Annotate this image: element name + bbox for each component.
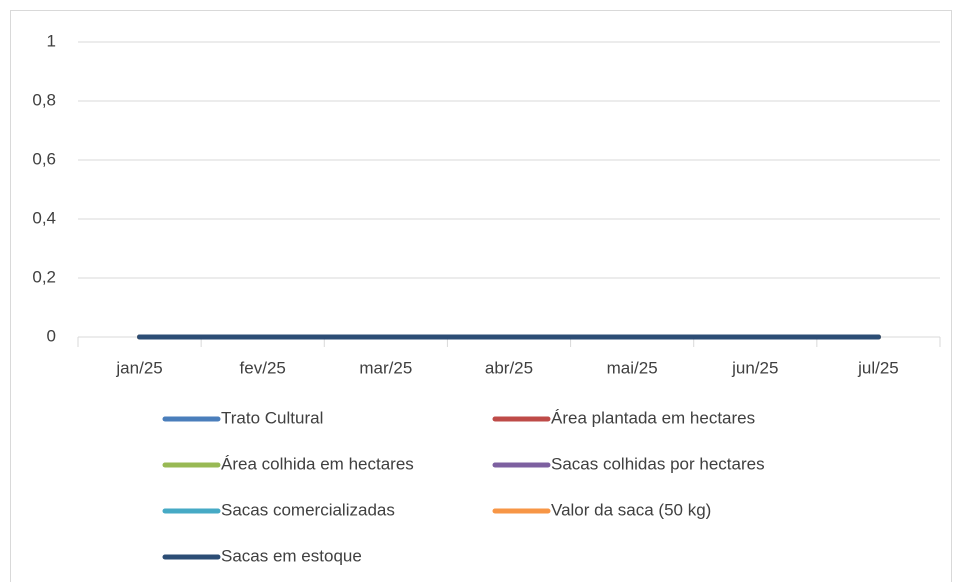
x-tick-label: jan/25: [115, 358, 162, 377]
legend-label: Trato Cultural: [221, 408, 323, 427]
legend-label: Sacas em estoque: [221, 546, 362, 565]
legend-label: Sacas comercializadas: [221, 500, 395, 519]
y-tick-label: 1: [47, 31, 56, 50]
legend-label: Área plantada em hectares: [551, 408, 755, 427]
legend-label: Área colhida em hectares: [221, 454, 414, 473]
x-tick-label: mar/25: [359, 358, 412, 377]
x-tick-label: jun/25: [731, 358, 778, 377]
x-tick-label: jul/25: [857, 358, 899, 377]
y-tick-label: 0,8: [32, 90, 56, 109]
y-tick-label: 0: [47, 326, 56, 345]
y-tick-label: 0,4: [32, 208, 56, 227]
legend-label: Sacas colhidas por hectares: [551, 454, 765, 473]
x-tick-label: abr/25: [485, 358, 533, 377]
x-tick-label: fev/25: [240, 358, 286, 377]
y-tick-label: 0,6: [32, 149, 56, 168]
y-tick-label: 0,2: [32, 267, 56, 286]
chart-border: [10, 10, 952, 582]
legend-label: Valor da saca (50 kg): [551, 500, 711, 519]
x-tick-label: mai/25: [607, 358, 658, 377]
